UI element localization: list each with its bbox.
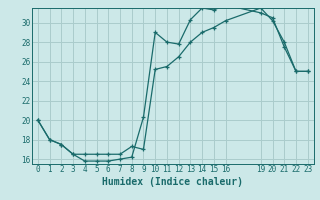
X-axis label: Humidex (Indice chaleur): Humidex (Indice chaleur) (102, 177, 243, 187)
